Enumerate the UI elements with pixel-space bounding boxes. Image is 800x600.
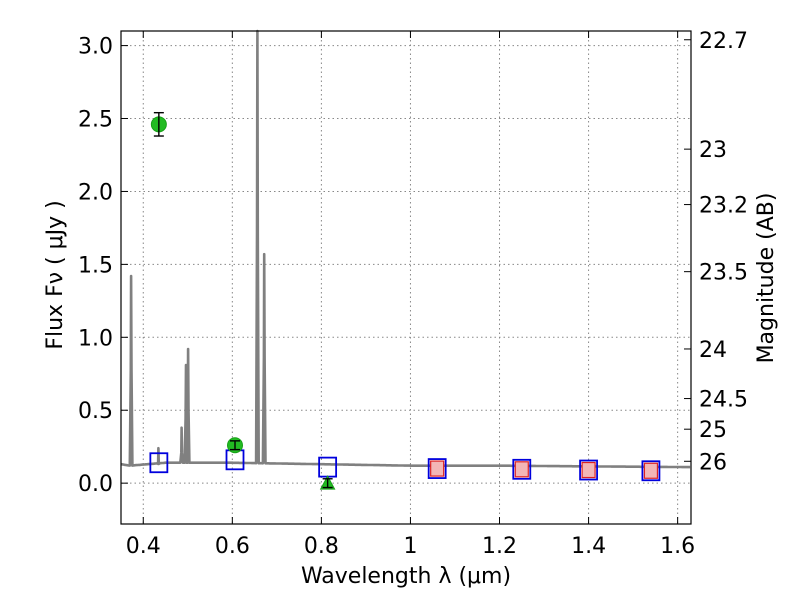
model-spectrum-line xyxy=(120,29,691,469)
magnitude-tick-label: 25 xyxy=(699,418,727,443)
model-band-square xyxy=(427,458,447,479)
model-bands-layer xyxy=(149,449,661,482)
magnitude-tick-label: 24.5 xyxy=(699,388,748,413)
x-tick-label: 1.2 xyxy=(482,534,517,559)
tick-labels-layer: 0.4 0.6 0.8 1 1.2 1.4 1.6 0.0 0.5 1.0 1.5 2.0 2.5 3.0… xyxy=(78,29,748,559)
model-band-inner-square xyxy=(643,462,659,479)
y-tick-label: 1.5 xyxy=(78,253,113,278)
y-tick-label: 0.0 xyxy=(78,472,113,497)
x-axis-label: Wavelength λ (μm) xyxy=(301,564,511,589)
x-tick-label: 1.6 xyxy=(660,534,695,559)
magnitude-tick-label: 24 xyxy=(699,338,727,363)
y-tick-label: 1.0 xyxy=(78,326,113,351)
model-band-square xyxy=(579,459,598,481)
model-band-inner-square xyxy=(514,461,529,478)
y-tick-label: 2.0 xyxy=(78,180,113,205)
y-axis-label: Flux Fν ( μJy ) xyxy=(43,200,68,349)
x-tick-label: 1.4 xyxy=(571,534,606,559)
y-tick-label: 3.0 xyxy=(78,35,113,60)
model-band-inner-square xyxy=(430,460,445,477)
plot-frame xyxy=(120,30,692,525)
ticks-layer xyxy=(121,31,691,524)
magnitude-tick-label: 23.5 xyxy=(699,261,748,286)
x-tick-label: 1 xyxy=(403,534,417,559)
magnitude-tick-label: 26 xyxy=(699,450,727,475)
model-band-square xyxy=(512,458,532,480)
x-tick-label: 0.6 xyxy=(215,534,250,559)
x-tick-label: 0.4 xyxy=(126,534,161,559)
magnitude-tick-label: 22.7 xyxy=(699,29,748,54)
model-band-square xyxy=(641,460,661,482)
magnitude-axis-label: Magnitude (AB) xyxy=(754,193,779,364)
grid-layer xyxy=(121,31,691,524)
model-band-inner-square xyxy=(581,461,596,479)
model-spectrum-layer xyxy=(120,29,691,469)
y-tick-label: 0.5 xyxy=(78,399,113,424)
photometry-layer xyxy=(150,111,336,490)
magnitude-tick-label: 23.2 xyxy=(699,194,748,219)
x-tick-label: 0.8 xyxy=(304,534,339,559)
y-tick-label: 2.5 xyxy=(78,108,113,133)
model-band-square xyxy=(318,456,338,478)
magnitude-tick-label: 23 xyxy=(699,138,727,163)
model-band-square xyxy=(149,452,169,474)
